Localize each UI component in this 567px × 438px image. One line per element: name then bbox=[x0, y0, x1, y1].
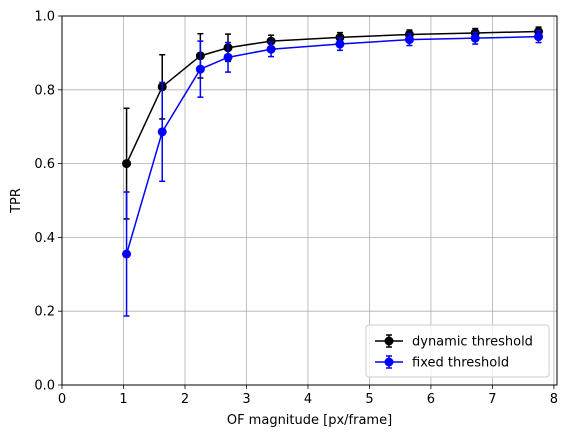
y-tick-label: 0.6 bbox=[34, 157, 55, 172]
data-point bbox=[195, 64, 205, 74]
legend-item-1: dynamic threshold bbox=[375, 334, 533, 350]
data-point bbox=[335, 39, 345, 49]
grid bbox=[61, 15, 557, 386]
plot-frame bbox=[61, 15, 558, 386]
x-tick-label: 7 bbox=[488, 392, 496, 407]
legend-label: dynamic threshold bbox=[412, 335, 533, 350]
data-point bbox=[266, 44, 276, 54]
y-tick-label: 0.0 bbox=[34, 379, 55, 394]
x-axis-label: OF magnitude [px/frame] bbox=[227, 413, 392, 428]
x-tick-label: 6 bbox=[427, 392, 435, 407]
legend-marker bbox=[384, 336, 394, 346]
x-tick-label: 8 bbox=[550, 392, 558, 407]
y-tick-label: 1.0 bbox=[34, 10, 55, 25]
data-point bbox=[534, 32, 544, 42]
x-tick-label: 3 bbox=[242, 392, 250, 407]
y-axis-label: TPR bbox=[9, 188, 24, 214]
x-tick-label: 2 bbox=[181, 392, 189, 407]
data-point bbox=[404, 35, 414, 45]
data-point bbox=[157, 127, 167, 137]
series-line bbox=[125, 35, 539, 255]
x-tick-label: 0 bbox=[58, 392, 66, 407]
legend: dynamic threshold fixed threshold bbox=[365, 324, 550, 378]
data-point bbox=[122, 159, 132, 169]
ticks: 0 1 2 3 4 5 6 7 8 0.0 0.2 0.4 0.6 0.8 1.0 bbox=[34, 10, 558, 408]
legend-label: fixed threshold bbox=[412, 356, 509, 371]
series-layer bbox=[122, 26, 544, 317]
legend-item-2: fixed threshold bbox=[375, 355, 509, 371]
data-point bbox=[122, 249, 132, 259]
legend-box bbox=[365, 324, 550, 378]
y-tick-label: 0.2 bbox=[34, 305, 55, 320]
y-tick-label: 0.8 bbox=[34, 83, 55, 98]
x-tick-label: 4 bbox=[304, 392, 312, 407]
x-tick-label: 1 bbox=[119, 392, 127, 407]
data-point bbox=[223, 52, 233, 62]
x-tick-label: 5 bbox=[365, 392, 373, 407]
legend-marker bbox=[384, 357, 394, 367]
series-2 bbox=[122, 30, 544, 317]
data-point bbox=[470, 33, 480, 43]
series-line bbox=[125, 30, 539, 164]
y-tick-label: 0.4 bbox=[34, 231, 55, 246]
